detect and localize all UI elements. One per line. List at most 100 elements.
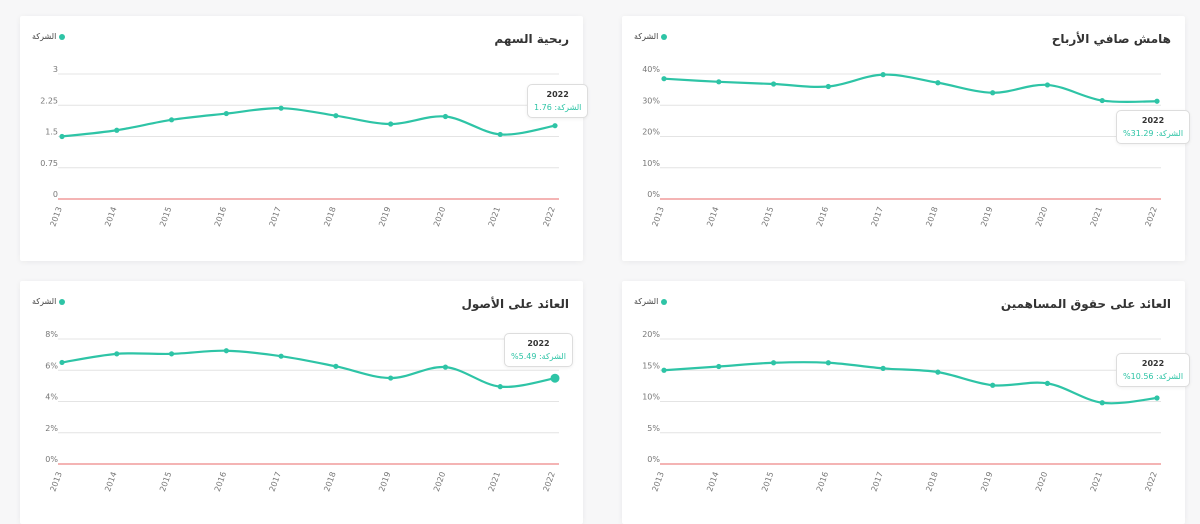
roa-chart-card: 0% 2% 4% 6% 8% 2013 2014 2015 2016 2017 2018 2019 20… [20, 281, 583, 524]
data-point[interactable] [223, 110, 229, 117]
roe-legend[interactable]: الشركة [634, 297, 668, 306]
data-point[interactable] [825, 360, 831, 366]
x-tick-label: 2015 [760, 471, 775, 493]
series-line [61, 107, 556, 138]
data-point[interactable] [716, 363, 722, 370]
x-tick-label: 2014 [705, 471, 720, 493]
net-margin-chart: 0% 10% 20% 30% 40% 2013 2014 2015 2016 2017 2018 20… [642, 65, 1161, 228]
x-tick-label: 2022 [541, 206, 556, 228]
x-tick-label: 2014 [705, 206, 720, 228]
x-tick-label: 2020 [432, 206, 447, 228]
data-point[interactable] [442, 364, 449, 370]
x-tick-label: 2016 [815, 471, 830, 493]
x-tick-label: 2016 [815, 206, 830, 228]
y-tick-label: 10% [642, 393, 660, 402]
y-tick-label: 0% [647, 190, 660, 199]
data-point[interactable] [388, 375, 394, 381]
data-point[interactable] [661, 367, 667, 373]
eps-tooltip-value: الشركة: 1.76 [534, 103, 582, 112]
data-point[interactable] [333, 113, 339, 119]
y-tick-label: 40% [642, 65, 660, 74]
data-point[interactable] [661, 76, 667, 82]
data-point[interactable] [114, 127, 120, 133]
roa-chart: 0% 2% 4% 6% 8% 2013 2014 2015 2016 2017 2018 2019 20… [45, 330, 560, 493]
roa-legend[interactable]: الشركة [32, 297, 66, 306]
eps-chart-title: ربحية السهم [494, 32, 569, 46]
data-point[interactable] [1154, 395, 1160, 401]
data-point[interactable] [1044, 380, 1051, 386]
series-line [61, 349, 556, 388]
y-tick-label: 3 [53, 65, 58, 74]
data-point[interactable] [497, 131, 503, 138]
x-tick-label: 2018 [322, 206, 337, 228]
data-point[interactable] [1099, 97, 1105, 104]
data-point[interactable] [278, 353, 284, 359]
x-tick-label: 2021 [1089, 471, 1104, 493]
x-tick-label: 2013 [48, 206, 63, 228]
roe-chart-title: العائد على حقوق المساهمين [1000, 297, 1171, 311]
x-tick-label: 2015 [158, 471, 173, 493]
data-point[interactable] [990, 382, 996, 388]
net-margin-tooltip-value: الشركة: 31.29% [1123, 129, 1184, 138]
data-point[interactable] [168, 117, 175, 123]
x-tick-label: 2021 [487, 206, 502, 228]
x-tick-label: 2020 [432, 471, 447, 493]
data-point[interactable] [59, 359, 65, 366]
data-point[interactable] [880, 72, 886, 78]
legend-dot-icon [59, 33, 66, 40]
data-point[interactable] [1099, 400, 1105, 406]
data-point[interactable] [935, 369, 941, 375]
x-tick-label: 2019 [979, 206, 994, 228]
data-point[interactable] [770, 81, 777, 87]
data-point[interactable] [59, 133, 65, 140]
data-point[interactable] [1044, 82, 1051, 88]
eps-tooltip-year: 2022 [546, 90, 569, 99]
y-tick-label: 2% [45, 424, 58, 433]
data-point[interactable] [770, 360, 777, 366]
data-point[interactable] [333, 363, 339, 369]
legend-dot-icon [661, 33, 668, 40]
data-point[interactable] [442, 113, 449, 120]
data-point[interactable] [388, 121, 394, 127]
x-tick-label: 2017 [870, 471, 885, 493]
x-tick-label: 2013 [650, 471, 665, 493]
data-point[interactable] [223, 348, 229, 354]
eps-legend[interactable]: الشركة [32, 32, 66, 41]
x-tick-label: 2015 [760, 206, 775, 228]
x-tick-label: 2018 [322, 471, 337, 493]
data-point[interactable] [278, 105, 284, 111]
data-point[interactable] [552, 123, 558, 129]
x-tick-label: 2019 [377, 471, 392, 493]
legend-dot-icon [59, 298, 66, 305]
data-point[interactable] [550, 373, 560, 383]
x-tick-label: 2019 [377, 206, 392, 228]
y-tick-label: 10% [642, 159, 660, 168]
roa-tooltip-year: 2022 [527, 339, 550, 348]
data-point[interactable] [935, 80, 941, 86]
data-point[interactable] [825, 83, 831, 90]
y-tick-label: 15% [642, 361, 660, 370]
y-tick-label: 0.75 [40, 159, 58, 168]
data-point[interactable] [990, 90, 996, 96]
net-margin-chart-title: هامش صافي الأرباح [1051, 32, 1171, 46]
data-point[interactable] [497, 384, 503, 390]
y-tick-label: 0% [45, 455, 58, 464]
y-tick-label: 4% [45, 393, 58, 402]
data-point[interactable] [114, 351, 120, 357]
net-margin-chart-card: 0% 10% 20% 30% 40% 2013 2014 2015 2016 2017 2018 20… [622, 16, 1191, 261]
y-tick-label: 30% [642, 96, 660, 105]
data-point[interactable] [716, 79, 722, 85]
y-tick-label: 5% [647, 424, 660, 433]
data-point[interactable] [1154, 98, 1160, 104]
x-tick-label: 2017 [268, 471, 283, 493]
data-point[interactable] [880, 365, 886, 371]
x-tick-label: 2021 [487, 471, 502, 493]
data-point[interactable] [168, 351, 175, 357]
x-tick-label: 2015 [158, 206, 173, 228]
net-margin-tooltip: 2022 الشركة: 31.29% [1116, 110, 1191, 144]
roe-tooltip-year: 2022 [1141, 359, 1165, 368]
y-tick-label: 20% [642, 330, 660, 339]
net-margin-legend[interactable]: الشركة [634, 32, 668, 41]
roe-legend-label: الشركة [634, 297, 659, 306]
roa-tooltip-value: الشركة: 5.49% [511, 352, 566, 361]
